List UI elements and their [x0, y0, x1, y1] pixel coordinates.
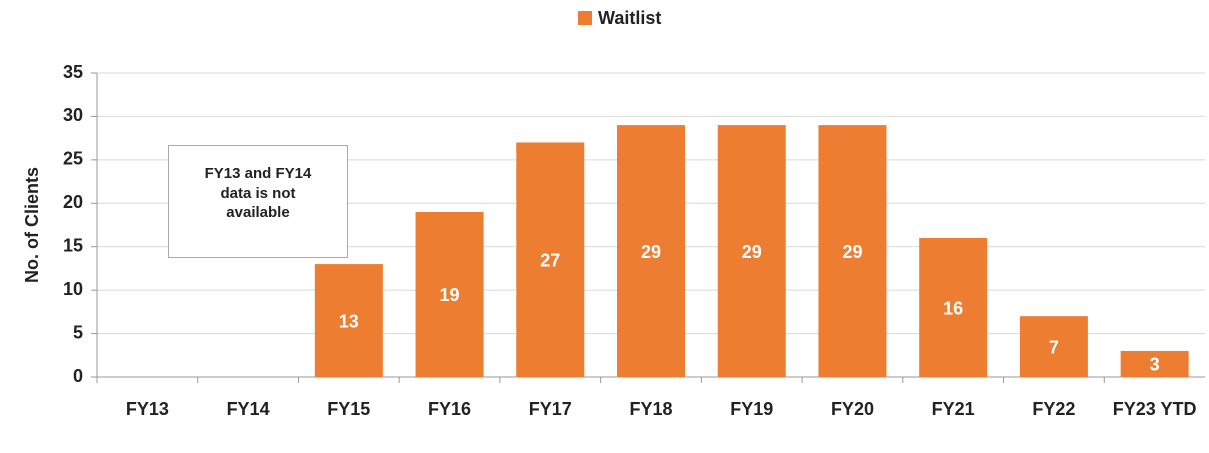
y-tick-label: 20: [63, 192, 83, 212]
x-tick-label: FY16: [428, 399, 471, 419]
x-tick-label: FY23 YTD: [1113, 399, 1197, 419]
x-tick-label: FY18: [629, 399, 672, 419]
x-tick-label: FY22: [1032, 399, 1075, 419]
y-tick-label: 0: [73, 366, 83, 386]
x-tick-label: FY13: [126, 399, 169, 419]
y-tick-label: 25: [63, 149, 83, 169]
bar: [314, 264, 383, 377]
data-label: 29: [641, 242, 661, 262]
legend-label: Waitlist: [598, 8, 661, 28]
data-label: 29: [742, 242, 762, 262]
bar: [415, 211, 484, 377]
bar: [1120, 350, 1189, 377]
bar: [717, 125, 786, 377]
bar: [516, 142, 585, 377]
data-label: 13: [339, 311, 359, 331]
x-tick-label: FY20: [831, 399, 874, 419]
data-label: 7: [1049, 337, 1059, 357]
y-tick-label: 5: [73, 322, 83, 342]
bar: [1019, 316, 1088, 377]
x-tick-label: FY15: [327, 399, 370, 419]
x-tick-label: FY17: [529, 399, 572, 419]
data-label: 27: [540, 250, 560, 270]
bar: [617, 125, 685, 377]
y-tick-label: 30: [63, 105, 83, 125]
x-tick-label: FY19: [730, 399, 773, 419]
data-label: 29: [842, 242, 862, 262]
data-label: 16: [943, 298, 963, 318]
y-axis-label: No. of Clients: [22, 167, 42, 283]
legend-swatch: [578, 11, 592, 25]
x-tick-label: FY14: [227, 399, 270, 419]
y-tick-label: 15: [63, 235, 83, 255]
data-label: 3: [1150, 355, 1160, 375]
x-tick-label: FY21: [932, 399, 975, 419]
y-tick-label: 10: [63, 279, 83, 299]
bar: [919, 238, 988, 377]
data-label: 19: [440, 285, 460, 305]
annotation: FY13 and FY14 data is not available: [168, 145, 348, 258]
y-tick-label: 35: [63, 62, 83, 82]
bar: [818, 125, 887, 377]
